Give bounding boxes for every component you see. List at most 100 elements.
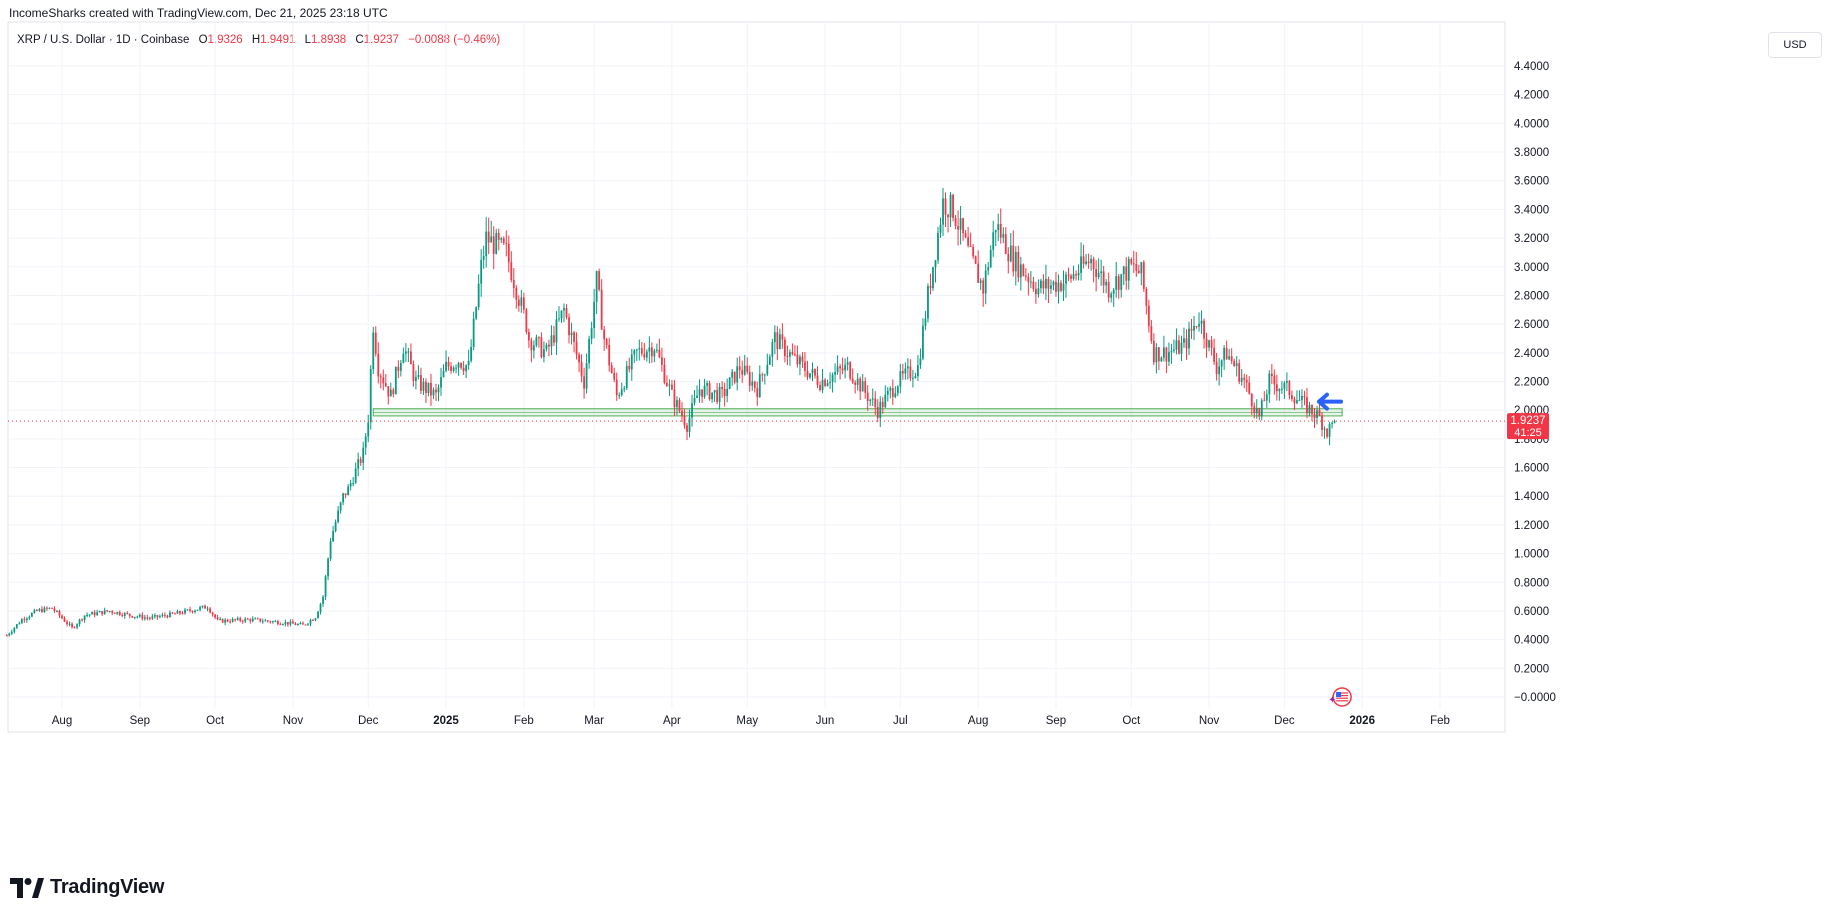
candle-body bbox=[846, 362, 849, 365]
candle-body bbox=[191, 610, 194, 612]
symbol-name[interactable]: XRP / U.S. Dollar · 1D · Coinbase bbox=[17, 34, 190, 46]
candle-body bbox=[974, 256, 977, 264]
candle-body bbox=[1255, 407, 1258, 414]
candle-body bbox=[816, 375, 819, 386]
candle-body bbox=[555, 319, 558, 343]
candle-body bbox=[309, 619, 312, 624]
candle-body bbox=[1034, 288, 1037, 295]
candle-body bbox=[660, 357, 663, 365]
candle-body bbox=[1095, 268, 1098, 277]
candle-body bbox=[635, 349, 638, 351]
candle-body bbox=[1288, 381, 1291, 396]
candle-body bbox=[256, 618, 259, 620]
open-value: 1.9326 bbox=[207, 34, 243, 46]
candle-body bbox=[174, 613, 176, 615]
candle-body bbox=[1120, 274, 1123, 290]
candle-body bbox=[369, 369, 372, 423]
candle-body bbox=[33, 610, 36, 614]
candle-body bbox=[693, 397, 696, 404]
candle-body bbox=[78, 619, 81, 625]
candle-body bbox=[1203, 320, 1205, 339]
candle-body bbox=[379, 376, 382, 378]
y-tick-label: 3.2000 bbox=[1514, 233, 1549, 245]
candle-body bbox=[625, 366, 628, 389]
candle-body bbox=[643, 353, 646, 358]
candle-body bbox=[261, 621, 264, 623]
candle-body bbox=[778, 334, 781, 350]
candle-body bbox=[548, 344, 550, 347]
candle-body bbox=[937, 232, 939, 261]
candles bbox=[5, 187, 1336, 637]
low-value: 1.8938 bbox=[311, 34, 347, 46]
candle-body bbox=[949, 194, 952, 218]
candle-body bbox=[289, 621, 292, 625]
candle-body bbox=[889, 388, 892, 391]
candle-body bbox=[480, 259, 483, 284]
candle-body bbox=[932, 267, 934, 289]
candle-body bbox=[1245, 379, 1248, 383]
open-label: O bbox=[198, 34, 208, 46]
y-tick-label: 4.0000 bbox=[1514, 118, 1549, 130]
candle-body bbox=[186, 609, 189, 611]
grid-lines bbox=[7, 21, 1506, 733]
candle-body bbox=[984, 270, 987, 294]
candle-body bbox=[1042, 280, 1045, 289]
candle-body bbox=[917, 365, 919, 377]
candle-body bbox=[1147, 305, 1150, 326]
candle-body bbox=[1127, 259, 1130, 281]
candle-body bbox=[98, 611, 101, 613]
x-tick-label: 2025 bbox=[433, 715, 459, 727]
candle-body bbox=[1157, 347, 1160, 362]
candle-body bbox=[570, 332, 573, 336]
candle-body bbox=[1122, 266, 1125, 275]
candle-body bbox=[5, 635, 8, 637]
candle-body bbox=[1213, 347, 1215, 362]
candle-body bbox=[402, 353, 405, 363]
candle-body bbox=[214, 614, 217, 618]
candle-body bbox=[239, 618, 242, 621]
candle-body bbox=[731, 371, 734, 378]
candle-body bbox=[861, 381, 864, 392]
candle-body bbox=[231, 619, 234, 622]
candle-body bbox=[244, 618, 247, 622]
candle-body bbox=[743, 365, 746, 375]
candle-body bbox=[1180, 342, 1183, 354]
candle-body bbox=[314, 618, 317, 621]
candle-body bbox=[701, 389, 703, 397]
candle-body bbox=[41, 609, 43, 613]
candle-body bbox=[1323, 428, 1326, 430]
candle-body bbox=[1268, 373, 1271, 395]
candle-body bbox=[1027, 276, 1030, 283]
candle-body bbox=[319, 603, 322, 612]
candle-body bbox=[68, 623, 71, 625]
tradingview-logo[interactable]: TradingView bbox=[10, 876, 164, 899]
candle-body bbox=[121, 614, 124, 616]
candle-body bbox=[1275, 384, 1278, 392]
candle-body bbox=[432, 389, 435, 396]
candle-body bbox=[269, 621, 272, 623]
candle-body bbox=[942, 198, 944, 225]
candle-body bbox=[896, 386, 899, 394]
candle-body bbox=[299, 623, 302, 625]
candle-body bbox=[804, 361, 806, 372]
candle-body bbox=[194, 610, 196, 612]
candle-body bbox=[1040, 280, 1042, 289]
candle-body bbox=[1318, 410, 1321, 416]
candle-body bbox=[771, 342, 774, 357]
low-label: L bbox=[304, 34, 312, 46]
candle-body bbox=[1022, 264, 1025, 276]
candle-body bbox=[394, 366, 397, 395]
candle-body bbox=[1150, 325, 1153, 341]
candle-body bbox=[1085, 261, 1087, 264]
candle-body bbox=[686, 425, 688, 432]
currency-button[interactable]: USD bbox=[1768, 32, 1822, 58]
candle-body bbox=[337, 510, 340, 523]
candle-body bbox=[876, 406, 879, 418]
candle-body bbox=[1135, 263, 1138, 271]
candle-body bbox=[786, 356, 789, 358]
candle-body bbox=[794, 354, 796, 356]
candle-body bbox=[977, 263, 980, 283]
candle-body bbox=[146, 617, 149, 619]
candle-body bbox=[246, 618, 249, 620]
